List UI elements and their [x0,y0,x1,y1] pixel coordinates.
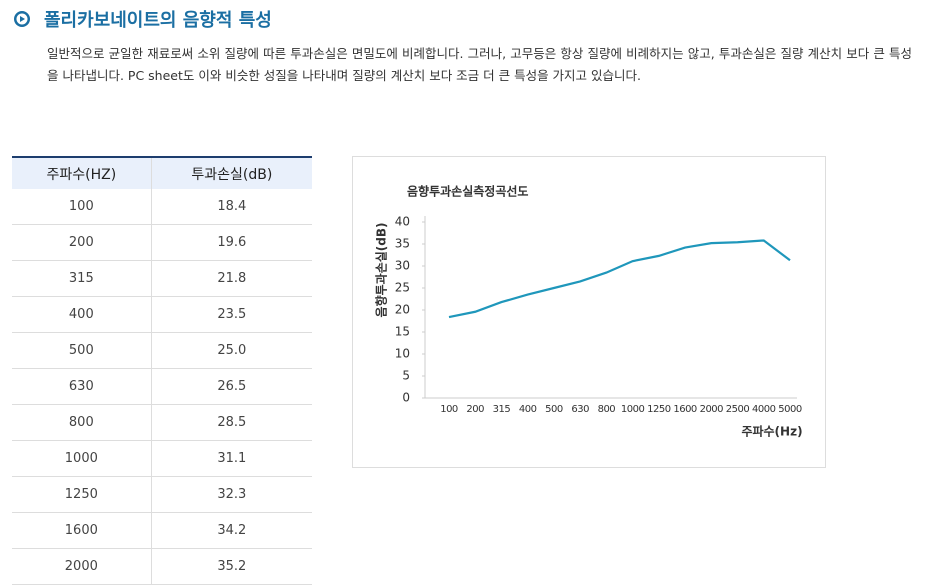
y-tick-label: 15 [395,325,410,339]
table-cell: 2000 [12,548,152,585]
y-tick-label: 35 [395,237,410,251]
table-cell: 800 [12,404,152,441]
y-tick-label: 20 [395,303,410,317]
table-cell: 630 [12,368,152,405]
table-cell: 1250 [12,476,152,513]
x-axis-label: 주파수(Hz) [741,424,802,439]
table-row: 315 21.8 [12,260,312,297]
y-tick-label: 30 [395,259,410,273]
paragraph: 일반적으로 균일한 재료로써 소위 질량에 따른 투과손실은 면밀도에 비례합니… [47,46,912,83]
table-cell: 19.6 [150,224,312,261]
table-row: 500 25.0 [12,332,312,369]
chart-frame [352,156,826,468]
x-tick-label: 500 [545,404,563,415]
table-cell: 500 [12,332,152,369]
x-tick-label: 315 [493,404,511,415]
table-cell: 32.3 [150,476,312,513]
data-line [448,239,791,319]
table-cell: 28.5 [150,404,312,441]
table-row: 1600 34.2 [12,512,312,549]
table-cell: 31.1 [150,440,312,477]
table-cell: 18.4 [150,189,312,225]
y-tick-label: 40 [395,215,410,229]
table-header: 주파수(HZ) [12,156,152,189]
table-cell: 315 [12,260,152,297]
x-tick-label: 800 [598,404,616,415]
table-row: 200 19.6 [12,224,312,261]
table-row: 1000 31.1 [12,440,312,477]
title-icon [14,11,30,27]
page-title: 폴리카보네이트의 음향적 특성 [44,10,272,31]
x-tick-label: 2000 [700,404,724,415]
table-cell: 21.8 [150,260,312,297]
y-tick-label: 25 [395,281,410,295]
x-tick-label: 1000 [621,404,645,415]
y-tick-label: 5 [402,369,410,383]
table-row: 400 23.5 [12,296,312,333]
table-cell: 1600 [12,512,152,549]
x-tick-label: 5000 [778,404,802,415]
x-tick-label: 200 [466,404,484,415]
page: 폴리카보네이트의 음향적 특성 일반적으로 균일한 재료로써 소위 질량에 따른… [12,10,912,585]
x-tick-label: 4000 [752,404,776,415]
y-axis-label: 음향투과손실(dB) [374,223,389,318]
table-cell: 1000 [12,440,152,477]
table-cell: 400 [12,296,152,333]
x-tick-label: 2500 [726,404,750,415]
table-row: 2000 35.2 [12,548,312,585]
table-cell: 25.0 [150,332,312,369]
chart-title: 음향투과손실측정곡선도 [407,184,528,199]
x-tick-label: 100 [440,404,458,415]
table-cell: 200 [12,224,152,261]
table-cell: 34.2 [150,512,312,549]
data-table: 주파수(HZ) 투과손실(dB) 100 18.4 200 19.6 315 21.8 400… [12,156,312,585]
x-tick-label: 630 [571,404,589,415]
table-cell: 26.5 [150,368,312,405]
table-row: 1250 32.3 [12,476,312,513]
table-row: 800 28.5 [12,404,312,441]
y-tick-label: 0 [402,391,410,405]
x-tick-label: 400 [519,404,537,415]
table-cell: 35.2 [150,548,312,585]
table-row: 100 18.4 [12,189,312,225]
table-cell: 100 [12,189,152,225]
y-tick-label: 10 [395,347,410,361]
table-header: 투과손실(dB) [150,156,312,189]
x-tick-label: 1600 [673,404,697,415]
table-cell: 23.5 [150,296,312,333]
x-tick-label: 1250 [647,404,671,415]
table-row: 630 26.5 [12,368,312,405]
chart: 음향투과손실측정곡선도 주파수(Hz) 음향투과손실(dB) 0 5 10 15 20 2… [352,156,826,468]
